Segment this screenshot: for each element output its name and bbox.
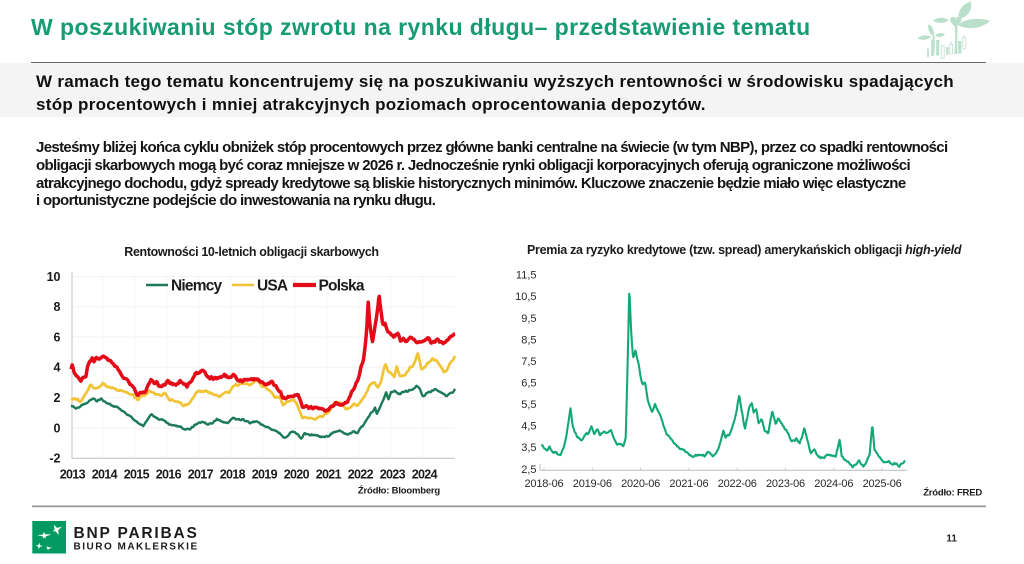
svg-text:2017: 2017	[188, 468, 214, 482]
svg-text:3,5: 3,5	[521, 442, 536, 454]
svg-text:2022-06: 2022-06	[718, 478, 757, 490]
svg-text:2019: 2019	[252, 468, 278, 482]
svg-text:8,5: 8,5	[521, 334, 536, 346]
svg-text:2024-06: 2024-06	[814, 478, 853, 490]
svg-text:2014: 2014	[92, 468, 118, 482]
svg-text:4: 4	[54, 361, 61, 375]
svg-text:BNP PARIBAS: BNP PARIBAS	[74, 525, 199, 542]
svg-text:2013: 2013	[60, 468, 86, 482]
svg-text:11: 11	[946, 534, 957, 545]
svg-text:2021: 2021	[316, 468, 342, 482]
svg-text:2019-06: 2019-06	[573, 478, 612, 490]
svg-text:2,5: 2,5	[521, 464, 536, 476]
svg-text:2023: 2023	[380, 468, 406, 482]
svg-text:USA: USA	[257, 278, 288, 295]
svg-text:8: 8	[54, 300, 61, 314]
svg-text:11,5: 11,5	[516, 270, 537, 282]
svg-text:7,5: 7,5	[521, 356, 536, 368]
svg-text:0: 0	[54, 421, 61, 435]
svg-text:2020-06: 2020-06	[621, 478, 660, 490]
svg-text:Niemcy: Niemcy	[171, 278, 223, 295]
svg-text:2: 2	[54, 391, 61, 405]
svg-text:4,5: 4,5	[521, 421, 536, 433]
svg-text:2021-06: 2021-06	[669, 478, 708, 490]
svg-text:6,5: 6,5	[521, 378, 536, 390]
svg-text:2015: 2015	[124, 468, 150, 482]
svg-text:2018: 2018	[220, 468, 246, 482]
svg-text:2023-06: 2023-06	[766, 478, 805, 490]
svg-text:Źródło: Bloomberg: Źródło: Bloomberg	[358, 486, 440, 497]
svg-text:5,5: 5,5	[521, 399, 536, 411]
svg-text:2016: 2016	[156, 468, 182, 482]
svg-text:Źródło: FRED: Źródło: FRED	[923, 488, 982, 499]
svg-text:BIURO MAKLERSKIE: BIURO MAKLERSKIE	[74, 542, 199, 553]
svg-text:10: 10	[47, 270, 61, 284]
svg-text:2024: 2024	[412, 468, 438, 482]
svg-text:6: 6	[54, 330, 61, 344]
svg-text:Premia za ryzyko kredytowe (tz: Premia za ryzyko kredytowe (tzw. spread)…	[527, 243, 962, 257]
svg-text:Polska: Polska	[319, 278, 365, 295]
svg-text:2022: 2022	[348, 468, 374, 482]
svg-text:Rentowności 10-letnich obligac: Rentowności 10-letnich obligacji skarbow…	[124, 245, 378, 259]
svg-text:2025-06: 2025-06	[863, 478, 902, 490]
svg-text:2020: 2020	[284, 468, 310, 482]
svg-text:9,5: 9,5	[521, 313, 536, 325]
svg-text:-2: -2	[49, 452, 60, 466]
svg-text:10,5: 10,5	[515, 291, 536, 303]
svg-text:2018-06: 2018-06	[525, 478, 564, 490]
